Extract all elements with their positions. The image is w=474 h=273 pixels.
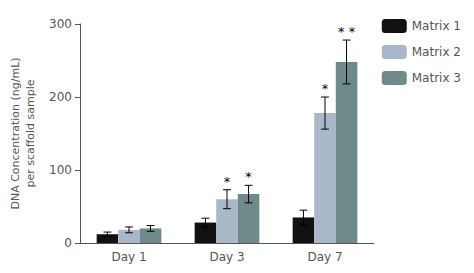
svg-text:Matrix 1: Matrix 1 — [412, 19, 461, 33]
svg-text:0: 0 — [64, 236, 72, 250]
svg-text:Day 3: Day 3 — [209, 250, 244, 264]
svg-text:200: 200 — [49, 90, 72, 104]
svg-text:* *: * * — [338, 24, 356, 39]
svg-text:*: * — [245, 169, 252, 184]
svg-text:100: 100 — [49, 163, 72, 177]
svg-text:Day 7: Day 7 — [307, 250, 342, 264]
svg-text:Matrix 3: Matrix 3 — [412, 71, 461, 85]
svg-text:*: * — [322, 81, 329, 96]
svg-text:Matrix 2: Matrix 2 — [412, 45, 461, 59]
svg-text:per scaffold sample: per scaffold sample — [24, 79, 37, 187]
svg-text:300: 300 — [49, 17, 72, 31]
svg-text:DNA Concentration (ng/mL): DNA Concentration (ng/mL) — [9, 57, 22, 209]
svg-text:*: * — [224, 174, 231, 189]
svg-text:Day 1: Day 1 — [111, 250, 146, 264]
